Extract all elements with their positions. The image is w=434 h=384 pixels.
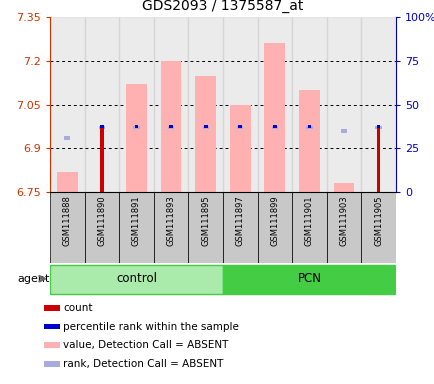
Bar <box>376 128 379 192</box>
Bar <box>361 192 395 263</box>
Text: GSM111890: GSM111890 <box>97 195 106 246</box>
Text: GSM111899: GSM111899 <box>270 195 279 246</box>
Bar <box>99 126 105 129</box>
Bar <box>229 104 250 192</box>
Bar <box>50 265 223 294</box>
Bar <box>264 43 285 192</box>
Bar <box>85 192 119 263</box>
Text: control: control <box>116 272 157 285</box>
Bar <box>50 192 84 263</box>
Bar <box>169 125 173 128</box>
Bar <box>64 136 70 140</box>
Text: agent: agent <box>17 274 49 284</box>
Bar <box>326 17 361 192</box>
Bar <box>188 192 223 263</box>
Bar <box>203 125 207 128</box>
Bar <box>57 172 78 192</box>
Bar <box>257 17 292 192</box>
Text: GSM111895: GSM111895 <box>201 195 210 246</box>
Bar <box>375 126 381 129</box>
Bar <box>237 126 243 129</box>
Bar <box>376 125 380 128</box>
Bar <box>100 125 104 128</box>
Text: count: count <box>63 303 92 313</box>
Bar <box>100 128 103 192</box>
Bar <box>43 342 60 348</box>
Title: GDS2093 / 1375587_at: GDS2093 / 1375587_at <box>142 0 303 13</box>
Bar <box>154 192 188 263</box>
Bar <box>43 305 60 311</box>
Bar <box>257 192 292 263</box>
Bar <box>50 17 84 192</box>
Bar <box>119 192 154 263</box>
Text: GSM111893: GSM111893 <box>166 195 175 246</box>
Bar <box>340 129 346 132</box>
Bar <box>223 17 257 192</box>
Text: GSM111897: GSM111897 <box>235 195 244 246</box>
Bar <box>223 265 395 294</box>
Text: GSM111891: GSM111891 <box>132 195 141 246</box>
Bar <box>85 17 119 192</box>
Bar <box>160 61 181 192</box>
Bar <box>298 90 319 192</box>
Text: GSM111903: GSM111903 <box>339 195 348 246</box>
Bar <box>326 192 361 263</box>
Bar <box>333 183 354 192</box>
Text: PCN: PCN <box>297 272 321 285</box>
Bar <box>133 126 139 129</box>
Bar <box>307 125 311 128</box>
Bar <box>134 125 138 128</box>
Text: percentile rank within the sample: percentile rank within the sample <box>63 321 239 331</box>
Bar <box>202 126 208 129</box>
Bar <box>154 17 188 192</box>
Text: rank, Detection Call = ABSENT: rank, Detection Call = ABSENT <box>63 359 223 369</box>
Bar <box>168 126 174 129</box>
Bar <box>188 17 223 192</box>
Bar <box>119 17 154 192</box>
Bar <box>223 192 257 263</box>
Text: GSM111901: GSM111901 <box>304 195 313 246</box>
Bar <box>361 17 395 192</box>
Text: GSM111888: GSM111888 <box>62 195 72 247</box>
Bar <box>43 324 60 329</box>
Bar <box>292 192 326 263</box>
Bar <box>272 125 276 128</box>
Bar <box>238 125 242 128</box>
Text: GSM111905: GSM111905 <box>373 195 382 246</box>
Bar <box>43 361 60 367</box>
Bar <box>292 17 326 192</box>
Bar <box>306 126 312 129</box>
Bar <box>195 76 216 192</box>
Bar <box>126 84 147 192</box>
Bar <box>271 126 277 129</box>
Text: value, Detection Call = ABSENT: value, Detection Call = ABSENT <box>63 340 228 350</box>
